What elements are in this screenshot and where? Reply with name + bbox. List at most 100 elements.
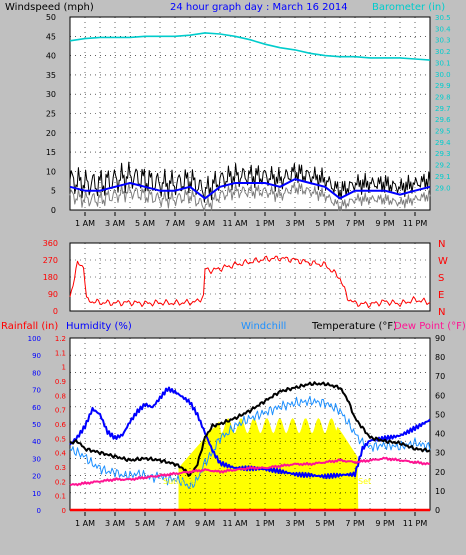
barometer-axis-title: Barometer (in) (372, 2, 445, 13)
sunrise-label: Sun rise (163, 477, 195, 486)
barometer-tick-labels: 29.0 29.1 29.2 29.3 29.4 29.5 29.6 29.7 29.8 29.9… (435, 14, 451, 192)
windspeed-axis-title: Windspeed (mph) (5, 2, 94, 13)
compass-tick: W (438, 256, 448, 267)
direction-degree-tick-labels: 0 90 180 270 360 (43, 239, 58, 316)
rainfall-tick: 0.9 (55, 378, 66, 386)
temperature-tick: 60 (435, 391, 445, 400)
rainfall-tick: 0.5 (55, 435, 66, 443)
x-tick-label: 7 PM (345, 519, 364, 528)
bottom-x-tick-labels: 1 AM 3 AM 5 AM 7 AM 9 AM 11 AM 1 PM 3 PM 5 PM 7 P… (75, 512, 427, 528)
rainfall-tick: 0.7 (55, 407, 66, 415)
x-tick-label: 11 AM (222, 519, 247, 528)
barometer-tick: 29.7 (435, 105, 451, 113)
x-tick-label: 9 PM (375, 519, 394, 528)
rainfall-axis-title: Rainfall (in) (1, 321, 58, 332)
rainfall-tick-labels: 0 0.1 0.2 0.3 0.4 0.5 0.6 0.7 0.8 0.9 1 1.1 1.2 (55, 335, 67, 515)
humidity-tick: 70 (32, 387, 41, 395)
humidity-tick: 80 (32, 369, 41, 377)
bottom-grid (70, 338, 430, 510)
x-tick-label: 5 PM (315, 219, 334, 228)
barometer-line (69, 32, 431, 61)
x-tick-label: 11 PM (403, 219, 428, 228)
barometer-tick: 29.0 (435, 184, 451, 192)
humidity-tick: 10 (32, 490, 41, 498)
x-tick-label: 7 AM (165, 219, 185, 228)
temperature-tick: 20 (435, 468, 445, 477)
windspeed-tick: 50 (46, 13, 56, 22)
windchill-legend: Windchill (241, 321, 286, 332)
x-tick-label: 5 PM (315, 519, 334, 528)
x-tick-label: 7 AM (165, 519, 185, 528)
humidity-tick: 60 (32, 404, 41, 412)
x-tick-label: 1 PM (255, 519, 274, 528)
humidity-tick: 30 (32, 455, 41, 463)
temperature-tick: 30 (435, 449, 445, 458)
sunset-label: Set (358, 477, 371, 486)
barometer-tick: 30.2 (435, 48, 451, 56)
windspeed-tick: 30 (46, 90, 56, 99)
x-tick-label: 1 AM (75, 519, 95, 528)
x-tick-label: 5 AM (135, 519, 155, 528)
temperature-tick: 90 (435, 334, 445, 343)
direction-degree-tick: 90 (48, 290, 58, 299)
rainfall-tick: 1.1 (55, 349, 66, 357)
barometer-tick: 29.8 (435, 93, 451, 101)
windchill-line (69, 395, 431, 489)
windspeed-tick: 35 (46, 71, 56, 80)
rainfall-tick: 0 (62, 507, 66, 515)
direction-degree-tick: 180 (43, 273, 58, 282)
wind-gust-trace (69, 182, 431, 211)
rainfall-tick: 0.2 (55, 478, 66, 486)
temperature-tick: 70 (435, 372, 445, 381)
barometer-tick: 29.1 (435, 173, 451, 181)
windspeed-tick: 45 (46, 32, 56, 41)
rainfall-tick: 0.3 (55, 464, 66, 472)
barometer-tick: 30.3 (435, 37, 451, 45)
rainfall-tick: 0.8 (55, 392, 66, 400)
barometer-tick: 29.6 (435, 116, 451, 124)
direction-series (69, 255, 431, 308)
barometer-tick: 30.0 (435, 71, 451, 79)
barometer-tick: 29.4 (435, 139, 451, 147)
rainfall-tick: 0.6 (55, 421, 67, 429)
barometer-tick: 29.2 (435, 162, 451, 170)
x-tick-label: 5 AM (135, 219, 155, 228)
temperature-tick: 10 (435, 487, 445, 496)
temperature-line (69, 381, 431, 477)
humidity-tick: 100 (28, 335, 41, 343)
chart-title: 24 hour graph day : March 16 2014 (170, 2, 348, 13)
rainfall-tick: 0.4 (55, 450, 67, 458)
windspeed-tick-labels: 0 5 10 15 20 25 30 35 40 45 50 (46, 13, 56, 215)
humidity-axis-title: Humidity (%) (66, 321, 132, 332)
temperature-tick: 80 (435, 353, 445, 362)
humidity-tick: 90 (32, 352, 41, 360)
x-tick-label: 3 PM (285, 519, 304, 528)
humidity-line (69, 386, 431, 480)
x-tick-label: 7 PM (345, 219, 364, 228)
x-tick-label: 9 AM (195, 519, 215, 528)
humidity-tick: 20 (32, 473, 41, 481)
windspeed-tick: 40 (46, 52, 56, 61)
wind-speed-trace (69, 161, 431, 203)
temperature-axis-title: Temperature (°F) (311, 321, 397, 332)
x-tick-label: 3 AM (105, 519, 125, 528)
windspeed-tick: 20 (46, 129, 56, 138)
dewpoint-line (69, 456, 431, 487)
barometer-tick: 29.9 (435, 82, 451, 90)
humidity-tick: 40 (32, 438, 41, 446)
windspeed-tick: 25 (46, 110, 56, 119)
humidity-tick: 50 (32, 421, 41, 429)
x-tick-label: 1 PM (255, 219, 274, 228)
x-tick-label: 11 PM (403, 519, 428, 528)
direction-degree-tick: 0 (53, 307, 58, 316)
barometer-tick: 30.4 (435, 25, 451, 33)
compass-tick: N (438, 239, 445, 250)
compass-tick: N (438, 307, 445, 318)
x-tick-label: 3 PM (285, 219, 304, 228)
direction-degree-tick: 270 (43, 256, 58, 265)
barometer-tick: 30.1 (435, 59, 451, 67)
temperature-tick: 50 (435, 410, 445, 419)
barometer-tick: 29.5 (435, 128, 451, 136)
humidity-tick: 0 (37, 507, 41, 515)
